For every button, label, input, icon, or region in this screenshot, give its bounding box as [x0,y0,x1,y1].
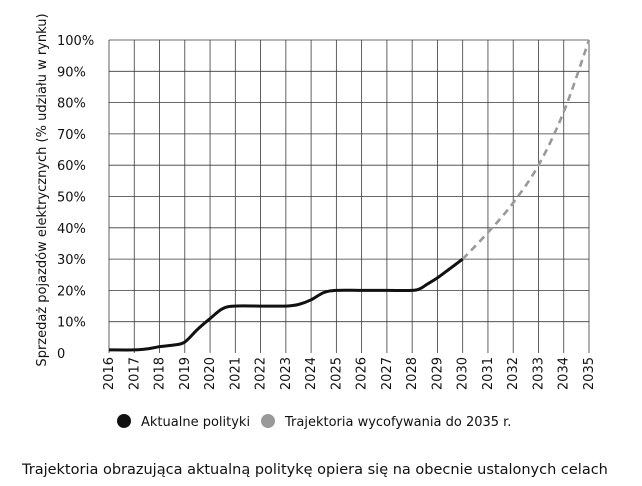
x-tick-label: 2019 [178,357,193,390]
y-axis-tick-labels: 0 10% 20% 30% 40% 50% 60% 70% 80% 90% 100% [57,34,94,362]
legend-label-phaseout-trajectory: Trajektoria wycofywania do 2035 r. [284,415,511,430]
x-tick-label: 2028 [405,357,420,390]
x-tick-label: 2030 [456,357,471,390]
x-tick-label: 2025 [329,357,344,390]
figure-caption: Trajektoria obrazująca aktualną politykę… [22,462,608,478]
x-tick-label: 2035 [582,357,597,390]
y-tick-label: 10% [57,316,86,331]
legend: Aktualne polityki Trajektoria wycofywani… [117,414,511,430]
x-tick-label: 2023 [279,357,294,390]
x-tick-label: 2034 [557,357,572,390]
y-tick-label: 90% [57,65,86,80]
x-tick-label: 2033 [531,357,546,390]
x-tick-label: 2018 [153,357,168,390]
x-tick-label: 2027 [380,357,395,390]
y-tick-label: 50% [57,191,86,206]
x-tick-label: 2020 [203,357,218,390]
x-tick-label: 2017 [127,357,142,390]
x-axis-tick-labels: 2016 2017 2018 2019 2020 2021 2022 2023 2024 2025… [102,357,597,390]
y-tick-label: 100% [57,34,94,49]
legend-marker-current-policies [117,414,131,428]
x-tick-label: 2021 [228,357,243,390]
legend-marker-phaseout-trajectory [261,414,275,428]
y-axis-label: Sprzedaż pojazdów elektrycznych (% udzia… [35,13,50,366]
x-tick-label: 2016 [102,357,117,390]
y-tick-label: 80% [57,97,86,112]
series-lines [108,39,591,352]
y-tick-label: 70% [57,128,86,143]
x-tick-label: 2029 [430,357,445,390]
series-line-phaseout-trajectory [461,39,591,260]
x-tick-label: 2024 [304,357,319,390]
x-tick-label: 2022 [254,357,269,390]
x-tick-label: 2032 [506,357,521,390]
y-tick-label: 40% [57,222,86,237]
series-line-current-policies [108,257,464,352]
x-tick-label: 2031 [481,357,496,390]
y-tick-label: 20% [57,284,86,299]
legend-label-current-policies: Aktualne polityki [141,415,250,430]
y-tick-label: 30% [57,253,86,268]
y-tick-label: 0 [57,347,65,362]
horizontal-gridlines [109,39,589,323]
y-tick-label: 60% [57,159,86,174]
x-tick-label: 2026 [355,357,370,390]
